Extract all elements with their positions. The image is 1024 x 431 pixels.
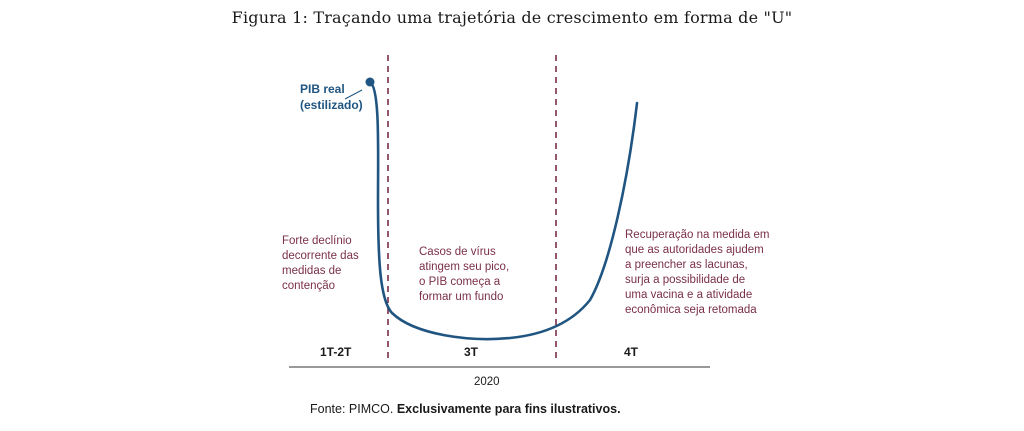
annotation-middle-line: formar um fundo <box>419 291 503 303</box>
annotation-right-line: surja a possibilidade de <box>625 274 745 286</box>
annotation-left: Forte declínio decorrente das medidas de… <box>282 235 359 292</box>
annotation-middle-line: atingem seu pico, <box>419 261 509 273</box>
chart-title: Figura 1: Traçando uma trajetória de cre… <box>231 8 793 27</box>
annotation-left-line: Forte declínio <box>282 235 352 247</box>
annotation-right-line: uma vacina e a atividade <box>625 289 752 301</box>
annotation-left-line: medidas de <box>282 265 341 277</box>
annotation-middle: Casos de vírus atingem seu pico, o PIB c… <box>419 246 509 303</box>
curve-start-marker <box>365 77 375 87</box>
source-disclaimer: Exclusivamente para fins ilustrativos. <box>396 402 621 416</box>
period-label-4t: 4T <box>624 345 639 359</box>
series-label-line1: PIB real <box>300 82 345 96</box>
annotation-left-line: decorrente das <box>282 250 359 262</box>
annotation-right-line: econômica seja retomada <box>625 304 757 316</box>
annotation-right-line: Recuperação na medida em <box>625 229 769 241</box>
annotation-left-line: contenção <box>282 280 335 292</box>
source-prefix: Fonte: PIMCO. <box>310 402 397 416</box>
period-label-1t-2t: 1T-2T <box>320 345 352 359</box>
period-label-3t: 3T <box>464 345 479 359</box>
gdp-curve <box>368 80 639 341</box>
source-note: Fonte: PIMCO. Exclusivamente para fins i… <box>310 402 621 416</box>
annotation-middle-line: o PIB começa a <box>419 276 501 288</box>
annotation-right-line: a preencher as lacunas, <box>625 259 748 271</box>
x-axis-year-label: 2020 <box>474 376 500 388</box>
annotation-right: Recuperação na medida em que as autorida… <box>625 229 769 316</box>
series-label-leader <box>344 89 363 100</box>
series-label-line2: (estilizado) <box>300 98 363 112</box>
annotation-middle-line: Casos de vírus <box>419 246 496 258</box>
annotation-right-line: que as autoridades ajudem <box>625 244 764 256</box>
